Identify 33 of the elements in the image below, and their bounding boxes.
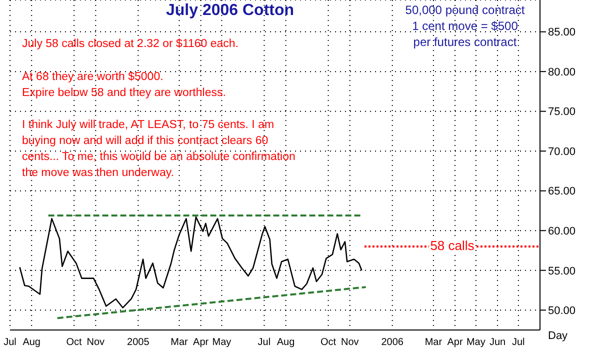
x-tick-label: Aug [276,337,295,348]
x-tick-label: May [466,337,486,348]
x-tick-label: Nov [86,337,105,348]
y-tick-label: 60.00 [548,226,576,238]
annotation: 50,000 pound contract 1 cent move = $500 per futures contract [404,2,526,50]
y-tick-label: 50.00 [548,305,576,318]
y-tick-label: 65.00 [548,186,576,198]
annotation: At 68 they are worth $5000. Expire below 58 and they are worthless. [22,70,227,101]
annotation: I think July will trade, AT LEAST, to 75 cents. I am buying now and will add if this contract clears 60 cents... To me, this would be an absolute confirmation the move was then underway. [22,118,296,181]
chart-title: July 2006 Cotton [164,2,296,20]
x-tick-label: May [212,337,232,348]
x-tick-label: Aug [22,337,40,348]
x-tick-label: Jul [258,337,271,348]
series-label: 58 calls [429,238,476,252]
x-tick-label: Jul [4,337,16,348]
y-tick-label: 75.00 [548,106,576,118]
x-tick-label: Mar [170,337,189,348]
x-tick-label: Jun [489,337,506,348]
x-tick-label: 2005 [127,337,150,348]
x-tick-label: Apr [447,337,464,348]
y-tick-label: 85.00 [548,26,576,39]
y-tick-label: 70.00 [548,146,576,158]
x-axis-title: Day [548,330,568,342]
x-tick-label: Oct [320,337,336,348]
x-tick-label: Mar [424,337,443,348]
annotation: July 58 calls closed at 2.32 or $1160 each. [22,37,240,52]
y-tick-label: 80.00 [548,66,576,78]
y-tick-label: 55.00 [548,265,576,278]
x-tick-label: Oct [66,337,82,348]
x-tick-label: Apr [193,337,210,348]
x-tick-label: Nov [340,337,359,348]
x-tick-label: 2006 [381,337,404,348]
x-tick-label: Jul [512,337,525,348]
